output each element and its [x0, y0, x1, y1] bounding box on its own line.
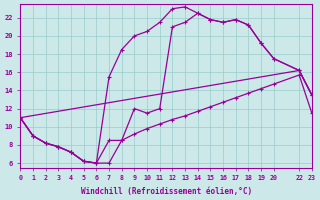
- X-axis label: Windchill (Refroidissement éolien,°C): Windchill (Refroidissement éolien,°C): [81, 187, 252, 196]
